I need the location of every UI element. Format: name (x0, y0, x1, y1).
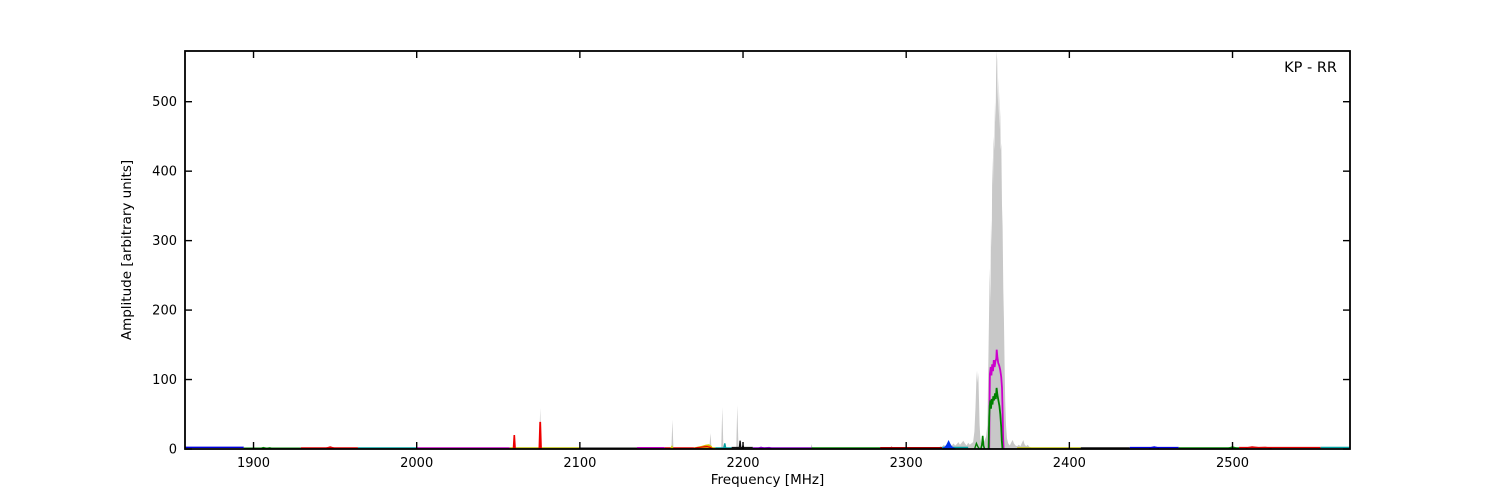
red-bump-2291 (888, 446, 895, 449)
blue-bump-2452 (1149, 446, 1160, 449)
gray-trace-spike-2196 (736, 405, 739, 449)
x-tick-label-1900: 1900 (237, 456, 270, 471)
purple-bumps (757, 446, 773, 449)
green-spike-2347 (980, 435, 986, 449)
cyan-spike-2189 (723, 443, 727, 449)
x-axis-label: Frequency [MHz] (0, 472, 1500, 488)
y-axis-label: Amplitude [arbitrary units] (119, 159, 135, 341)
axes-box (184, 50, 1351, 450)
red-bump-1947 (325, 446, 336, 449)
red-bumps-2512 (1245, 446, 1272, 449)
green-bump-2343 (974, 441, 980, 450)
red-spike-2076 (538, 421, 542, 449)
x-tick-label-2200: 2200 (726, 456, 759, 471)
x-axis-label-text: Frequency [MHz] (710, 472, 825, 488)
x-tick-label-2100: 2100 (563, 456, 596, 471)
red-spike-2060 (512, 435, 516, 449)
gray-trace-noise-and-main-peak (935, 51, 1036, 449)
magenta-main-peak (988, 349, 1005, 450)
x-tick-label-2000: 2000 (400, 456, 433, 471)
corner-label: KP - RR (1284, 60, 1337, 76)
x-tick-label-2500: 2500 (1216, 456, 1249, 471)
gray-trace-spike-2187 (721, 407, 724, 449)
gray-trace-spike-2156 (671, 419, 674, 449)
y-tick-label-200: 200 (152, 304, 177, 319)
x-tick-label-2300: 2300 (890, 456, 923, 471)
y-tick-label-300: 300 (152, 234, 177, 249)
y-tick-label-400: 400 (152, 165, 177, 180)
y-tick-label-100: 100 (152, 373, 177, 388)
y-tick-label-0: 0 (169, 443, 177, 458)
y-tick-label-500: 500 (152, 95, 177, 110)
green-main-peak (987, 387, 1004, 450)
black-spike-2198 (738, 440, 742, 449)
red-blob-line (692, 445, 714, 450)
x-tick-label-2400: 2400 (1053, 456, 1086, 471)
